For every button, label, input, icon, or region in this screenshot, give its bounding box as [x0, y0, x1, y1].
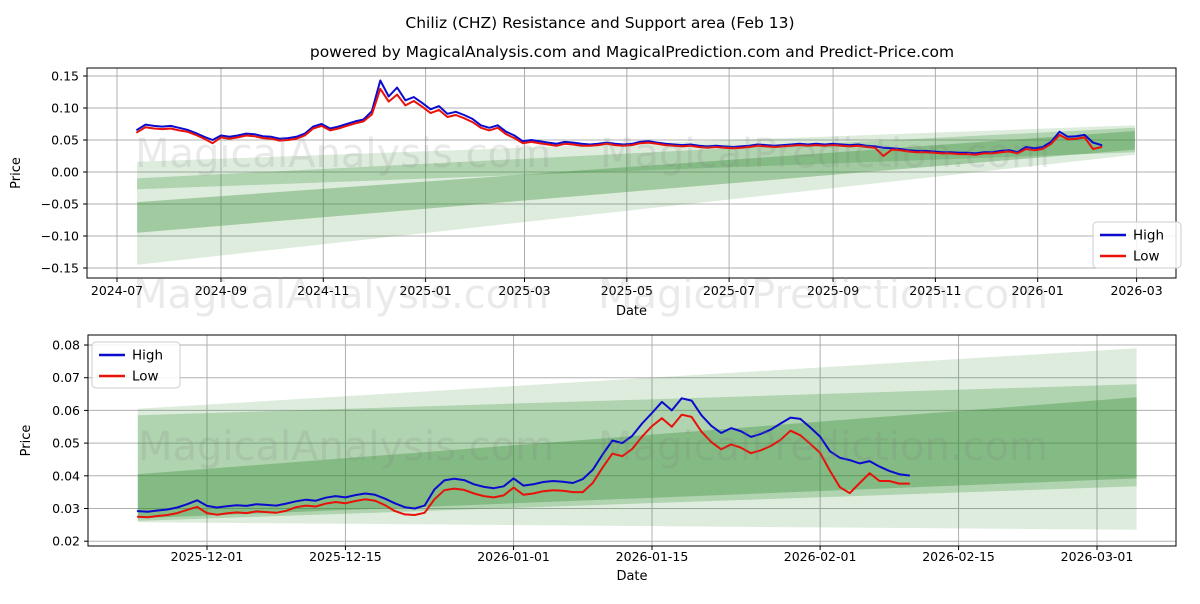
y-tick-label: 0.06: [52, 403, 80, 418]
x-tick-label: 2025-03: [498, 283, 550, 298]
y-axis: 0.08 0.07 0.06 0.05 0.04 0.03 0.02: [52, 338, 1176, 549]
x-tick-label: 2025-05: [601, 283, 653, 298]
watermark-text: MagicalAnalysis.com: [133, 272, 549, 318]
y-tick-label: −0.15: [41, 261, 79, 276]
x-tick-label: 2026-01: [1012, 283, 1064, 298]
x-tick-label: 2026-03: [1110, 283, 1162, 298]
low-line: [136, 413, 911, 519]
bottom-chart-forecast-zoom: 2025-12-01 2025-12-15 2026-01-01 2026-01-15…: [19, 334, 1177, 584]
y-axis-title: Price: [9, 157, 24, 189]
legend-high-label: High: [132, 348, 163, 364]
x-tick-label: 2024-09: [195, 283, 247, 298]
y-tick-label: 0.03: [52, 501, 80, 516]
watermark-text: MagicalPrediction.com: [598, 424, 1048, 470]
legend: High Low: [91, 341, 181, 389]
top-chart-price-history: 2024-07 2024-09 2024-11 2025-01 2025-03 2025-…: [9, 67, 1182, 319]
y-tick-label: −0.10: [41, 229, 79, 244]
high-line: [136, 79, 1103, 155]
y-tick-label: 0.04: [52, 468, 80, 483]
band-light: [137, 125, 1135, 265]
high-line: [136, 397, 911, 513]
watermark-text: MagicalPrediction.com: [598, 272, 1048, 318]
x-axis: 2025-12-01 2025-12-15 2026-01-01 2026-01-15…: [171, 335, 1134, 564]
watermark-text: MagicalPrediction.com: [600, 131, 1050, 177]
legend-low-label: Low: [132, 369, 159, 385]
x-tick-label: 2026-02-15: [922, 549, 995, 564]
x-tick-label: 2026-01-15: [616, 549, 689, 564]
x-tick-label: 2026-03-01: [1061, 549, 1134, 564]
y-axis: 0.15 0.10 0.05 0.00 −0.05 −0.10 −0.15: [41, 69, 1176, 276]
legend-low-label: Low: [1133, 249, 1160, 265]
legend-high-label: High: [1133, 228, 1164, 244]
y-tick-label: 0.15: [51, 69, 79, 84]
x-tick-label: 2026-01-01: [477, 549, 550, 564]
x-tick-label: 2025-12-01: [171, 549, 244, 564]
y-tick-label: 0.00: [51, 165, 79, 180]
band-light: [137, 348, 1137, 530]
x-axis-title: Date: [616, 304, 647, 319]
low-line: [136, 87, 1103, 157]
support-resistance-bands: [137, 348, 1137, 530]
x-tick-label: 2025-01: [399, 283, 451, 298]
watermark-text: MagicalAnalysis.com: [138, 424, 554, 470]
legend: High Low: [1092, 221, 1182, 269]
support-resistance-bands: [137, 125, 1135, 265]
y-tick-label: 0.10: [51, 101, 79, 116]
band-dark: [137, 131, 1135, 233]
band-medium: [137, 127, 1135, 190]
band-medium: [137, 384, 1137, 521]
x-tick-label: 2025-09: [807, 283, 859, 298]
figure-title: Chiliz (CHZ) Resistance and Support area…: [405, 14, 794, 32]
y-tick-label: 0.07: [52, 370, 80, 385]
y-tick-label: 0.05: [52, 436, 80, 451]
x-axis: 2024-07 2024-09 2024-11 2025-01 2025-03 2025-…: [91, 68, 1163, 298]
y-tick-label: 0.08: [52, 338, 80, 353]
band-dark: [137, 397, 1137, 519]
y-tick-label: 0.02: [52, 534, 80, 549]
x-tick-label: 2024-11: [297, 283, 349, 298]
x-tick-label: 2025-11: [909, 283, 961, 298]
figure-subtitle: powered by MagicalAnalysis.com and Magic…: [310, 43, 954, 61]
x-tick-label: 2024-07: [91, 283, 143, 298]
y-tick-label: −0.05: [41, 197, 79, 212]
x-tick-label: 2025-12-15: [309, 549, 382, 564]
watermark-text: MagicalAnalysis.com: [135, 131, 551, 177]
x-tick-label: 2025-07: [703, 283, 755, 298]
y-tick-label: 0.05: [51, 133, 79, 148]
y-axis-title: Price: [19, 425, 34, 457]
x-tick-label: 2026-02-01: [784, 549, 857, 564]
x-axis-title: Date: [616, 569, 647, 584]
plot-frame: [86, 67, 1177, 279]
plot-frame: [87, 334, 1177, 547]
